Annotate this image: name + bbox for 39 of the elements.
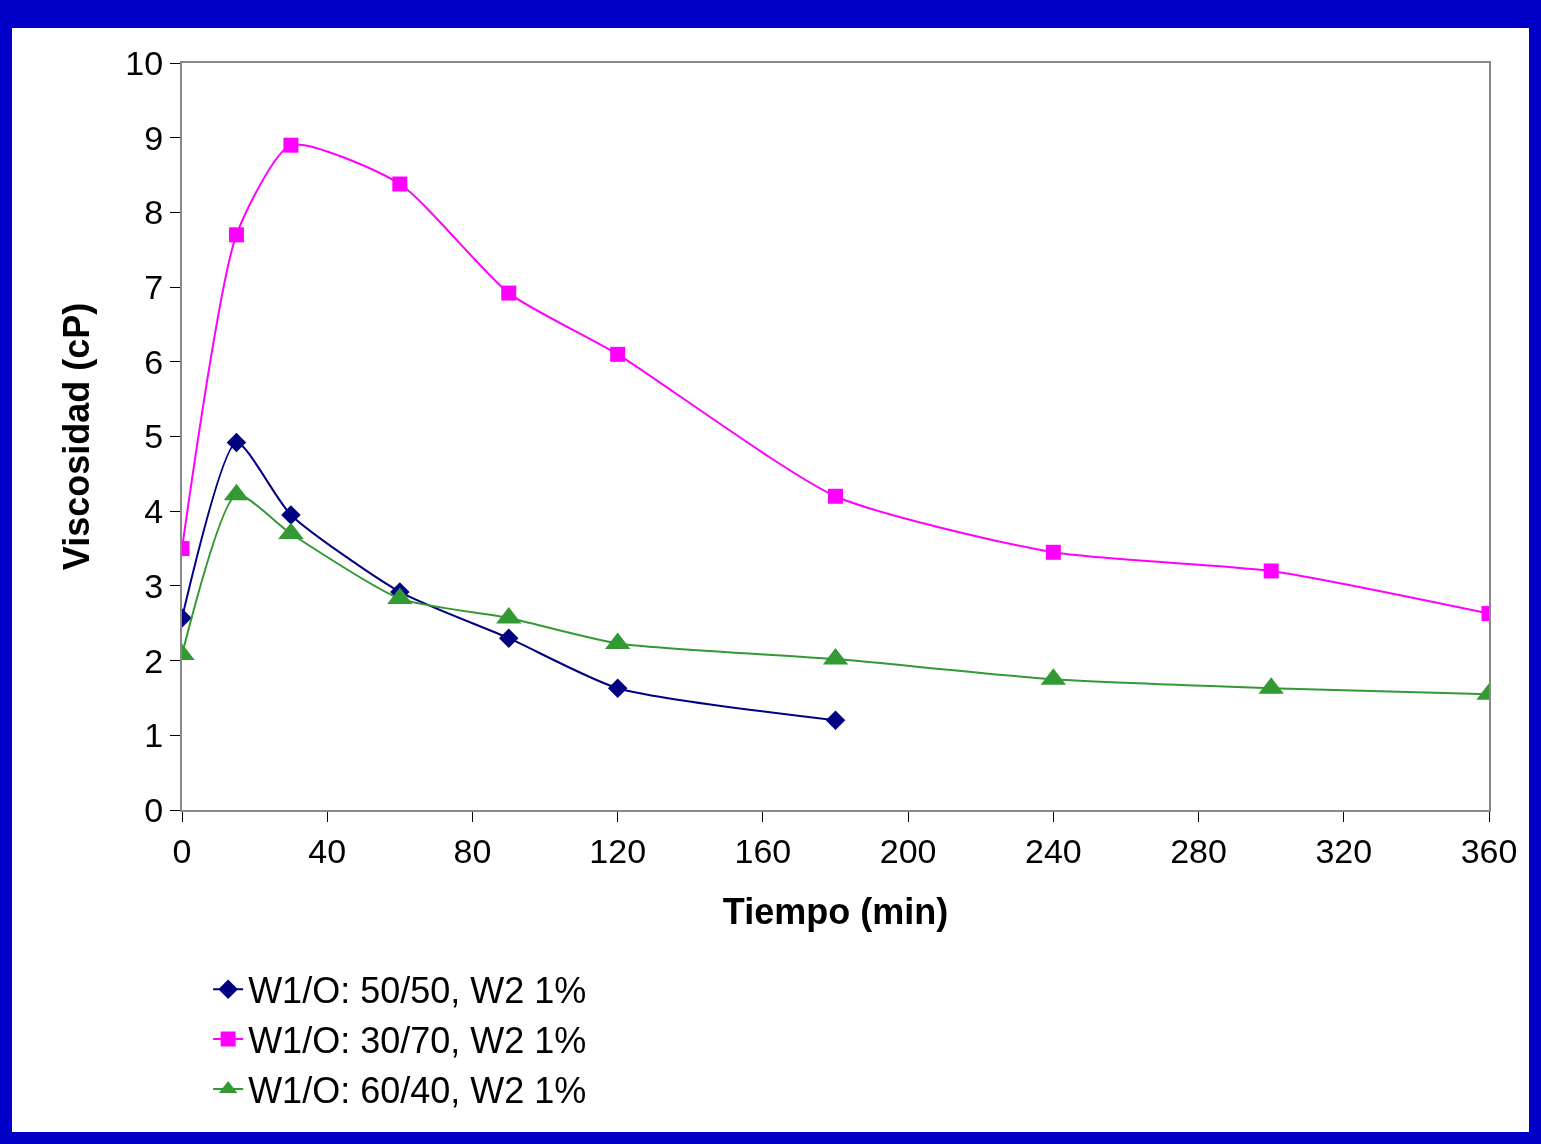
x-tick-label: 200 bbox=[879, 831, 937, 870]
point bbox=[228, 227, 244, 243]
point bbox=[607, 678, 628, 698]
y-tick-label: 10 bbox=[125, 43, 164, 82]
y-tick-label: 8 bbox=[144, 193, 164, 232]
legend-label: W1/O: 30/70, W2 1% bbox=[248, 1020, 587, 1062]
point bbox=[1263, 563, 1279, 579]
y-tick-label: 1 bbox=[144, 716, 164, 755]
x-tick-label: 160 bbox=[734, 831, 792, 870]
point bbox=[501, 285, 517, 301]
y-tick-label: 0 bbox=[144, 790, 164, 829]
point bbox=[1045, 544, 1061, 560]
y-axis-title: Viscosidad (cP) bbox=[55, 302, 97, 571]
y-tick-label: 4 bbox=[144, 492, 164, 531]
x-tick-label: 120 bbox=[589, 831, 647, 870]
legend-label: W1/O: 60/40, W2 1% bbox=[248, 1069, 587, 1111]
y-tick-label: 6 bbox=[144, 342, 164, 381]
point bbox=[226, 432, 247, 453]
point bbox=[610, 346, 626, 362]
point bbox=[825, 710, 846, 731]
y-tick-label: 2 bbox=[144, 641, 164, 680]
legend-label: W1/O: 50/50, W2 1% bbox=[248, 970, 587, 1012]
x-axis-title: Tiempo (min) bbox=[722, 891, 949, 932]
point bbox=[828, 488, 843, 504]
x-tick-label: 240 bbox=[1024, 831, 1082, 870]
x-tick-label: 280 bbox=[1170, 831, 1227, 870]
y-tick-label: 9 bbox=[144, 118, 164, 157]
x-tick-label: 40 bbox=[308, 831, 347, 870]
point bbox=[392, 176, 408, 192]
y-tick-label: 5 bbox=[144, 417, 164, 456]
x-tick-label: 80 bbox=[453, 831, 492, 870]
point bbox=[499, 628, 519, 648]
x-tick-label: 320 bbox=[1315, 831, 1373, 870]
y-tick-label: 3 bbox=[144, 566, 164, 605]
point bbox=[283, 137, 299, 153]
y-tick-label: 7 bbox=[144, 268, 164, 306]
point bbox=[281, 505, 301, 525]
x-tick-label: 0 bbox=[172, 831, 192, 870]
x-tick-label: 360 bbox=[1460, 831, 1518, 870]
